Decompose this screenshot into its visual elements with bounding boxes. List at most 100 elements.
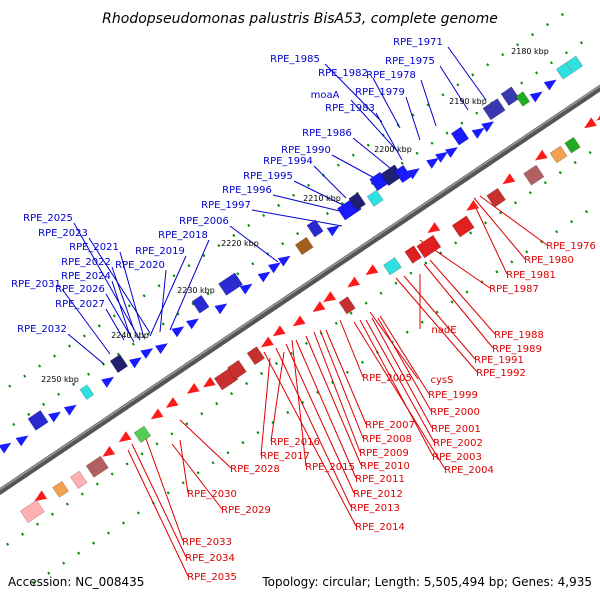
forward-leader-line — [272, 194, 353, 215]
reverse-leader-line — [429, 259, 496, 335]
reverse-gene-label: RPE_2008 — [362, 434, 412, 445]
forward-gene-arrow — [471, 127, 485, 139]
forward-gene-label: RPE_2023 — [38, 228, 88, 239]
forward-gene-block — [348, 192, 366, 211]
reverse-leader-line — [144, 435, 184, 542]
reverse-gene-block — [70, 470, 88, 490]
reverse-leader-line — [479, 195, 548, 246]
reverse-gene-arrow — [535, 149, 548, 161]
forward-gene-arrow — [63, 404, 77, 416]
topology-text: Topology: circular; Length: 5,505,494 bp… — [261, 575, 592, 589]
forward-leader-line — [61, 288, 111, 355]
reverse-leader-line — [295, 339, 357, 479]
forward-gene-label: RPE_1978 — [366, 70, 416, 81]
forward-gene-arrow — [481, 121, 494, 133]
reverse-gene-block — [451, 215, 475, 238]
reverse-leader-line — [473, 197, 526, 260]
gene-feature-block — [549, 145, 568, 164]
reverse-leader-line — [275, 347, 352, 508]
forward-gene-arrow — [171, 326, 185, 338]
forward-leader-line — [350, 99, 399, 153]
reverse-leader-line — [365, 319, 435, 443]
reverse-leader-line — [423, 263, 494, 349]
forward-gene-label: RPE_1971 — [393, 37, 443, 48]
kbp-tick-label: 2220 kbp — [221, 239, 259, 248]
map-title: Rhodopseudomonas palustris BisA53, compl… — [102, 11, 498, 27]
gene-feature-block — [366, 189, 384, 207]
reverse-gene-arrow — [261, 336, 274, 348]
reverse-leader-line — [285, 343, 355, 494]
reverse-gene-label: RPE_1991 — [474, 355, 524, 366]
forward-gene-block — [450, 126, 470, 146]
reverse-leader-line — [359, 319, 434, 457]
forward-gene-block — [306, 219, 324, 238]
reverse-gene-label: RPE_2004 — [444, 465, 494, 476]
kbp-tick-label: 2190 kbp — [449, 97, 487, 106]
forward-gene-arrow — [426, 157, 439, 169]
reverse-gene-label: RPE_1988 — [494, 330, 544, 341]
gene-feature-block — [133, 425, 152, 443]
gene-feature-block — [515, 91, 531, 107]
accession-text: Accession: NC_008435 — [8, 575, 144, 589]
reverse-gene-arrow — [150, 408, 164, 420]
forward-gene-arrow — [101, 376, 114, 388]
forward-leader-line — [420, 79, 437, 127]
gene-feature-block — [564, 136, 581, 154]
forward-gene-label: RPE_2031 — [11, 279, 61, 290]
forward-gene-arrow — [0, 442, 12, 454]
forward-leader-line — [372, 77, 401, 129]
forward-leader-line — [105, 308, 125, 341]
forward-gene-arrow — [15, 435, 29, 447]
reverse-leader-line — [339, 319, 364, 378]
reverse-gene-label: RPE_2012 — [353, 489, 403, 500]
reverse-gene-arrow — [102, 446, 116, 457]
forward-gene-label: moaA — [311, 90, 340, 101]
forward-gene-label: RPE_1985 — [270, 54, 320, 65]
reverse-gene-label: RPE_2000 — [430, 407, 480, 418]
gene-feature-block — [383, 257, 402, 276]
reverse-gene-block — [404, 245, 422, 264]
reverse-gene-label: RPE_1987 — [489, 284, 539, 295]
reverse-gene-arrow — [186, 383, 200, 394]
kbp-tick-label: 2180 kbp — [511, 47, 549, 56]
forward-gene-label: RPE_1986 — [302, 128, 352, 139]
forward-gene-label: RPE_1975 — [385, 56, 435, 67]
reverse-gene-label: RPE_2034 — [185, 553, 235, 564]
forward-gene-label: RPE_2006 — [179, 216, 229, 227]
reverse-gene-arrow — [312, 301, 326, 312]
forward-gene-arrow — [239, 283, 253, 295]
reverse-gene-arrow — [466, 200, 479, 211]
forward-gene-block — [191, 294, 210, 314]
reverse-gene-label: RPE_1980 — [524, 255, 574, 266]
reverse-gene-label: RPE_2030 — [187, 489, 237, 500]
forward-gene-label: RPE_1983 — [325, 103, 375, 114]
scale-dots-2 — [0, 39, 586, 436]
gene-feature-block — [565, 55, 583, 74]
reverse-leader-line — [305, 335, 362, 466]
reverse-gene-arrow — [203, 376, 216, 388]
forward-gene-arrow — [214, 303, 228, 315]
forward-gene-label: RPE_1996 — [222, 185, 272, 196]
reverse-gene-label: RPE_2015 — [305, 462, 355, 473]
reverse-gene-arrow — [427, 222, 441, 233]
reverse-gene-label: cysS — [431, 375, 454, 386]
reverse-leader-line — [179, 439, 189, 494]
reverse-leader-line — [313, 331, 361, 453]
reverse-gene-label: RPE_2010 — [360, 461, 410, 472]
forward-gene-label: RPE_2018 — [158, 230, 208, 241]
scale-dots-4 — [32, 201, 600, 585]
forward-gene-block — [109, 354, 129, 374]
reverse-leader-line — [353, 321, 446, 470]
reverse-gene-label: RPE_2009 — [359, 448, 409, 459]
reverse-gene-arrow — [118, 431, 132, 443]
kbp-tick-label: 2200 kbp — [374, 145, 412, 154]
forward-gene-arrow — [529, 91, 543, 103]
reverse-gene-label: RPE_2001 — [431, 424, 481, 435]
reverse-gene-block — [246, 346, 265, 366]
forward-leader-line — [324, 63, 383, 123]
forward-leader-line — [447, 46, 487, 101]
forward-gene-arrow — [48, 411, 61, 423]
forward-gene-label: RPE_2019 — [135, 246, 185, 257]
